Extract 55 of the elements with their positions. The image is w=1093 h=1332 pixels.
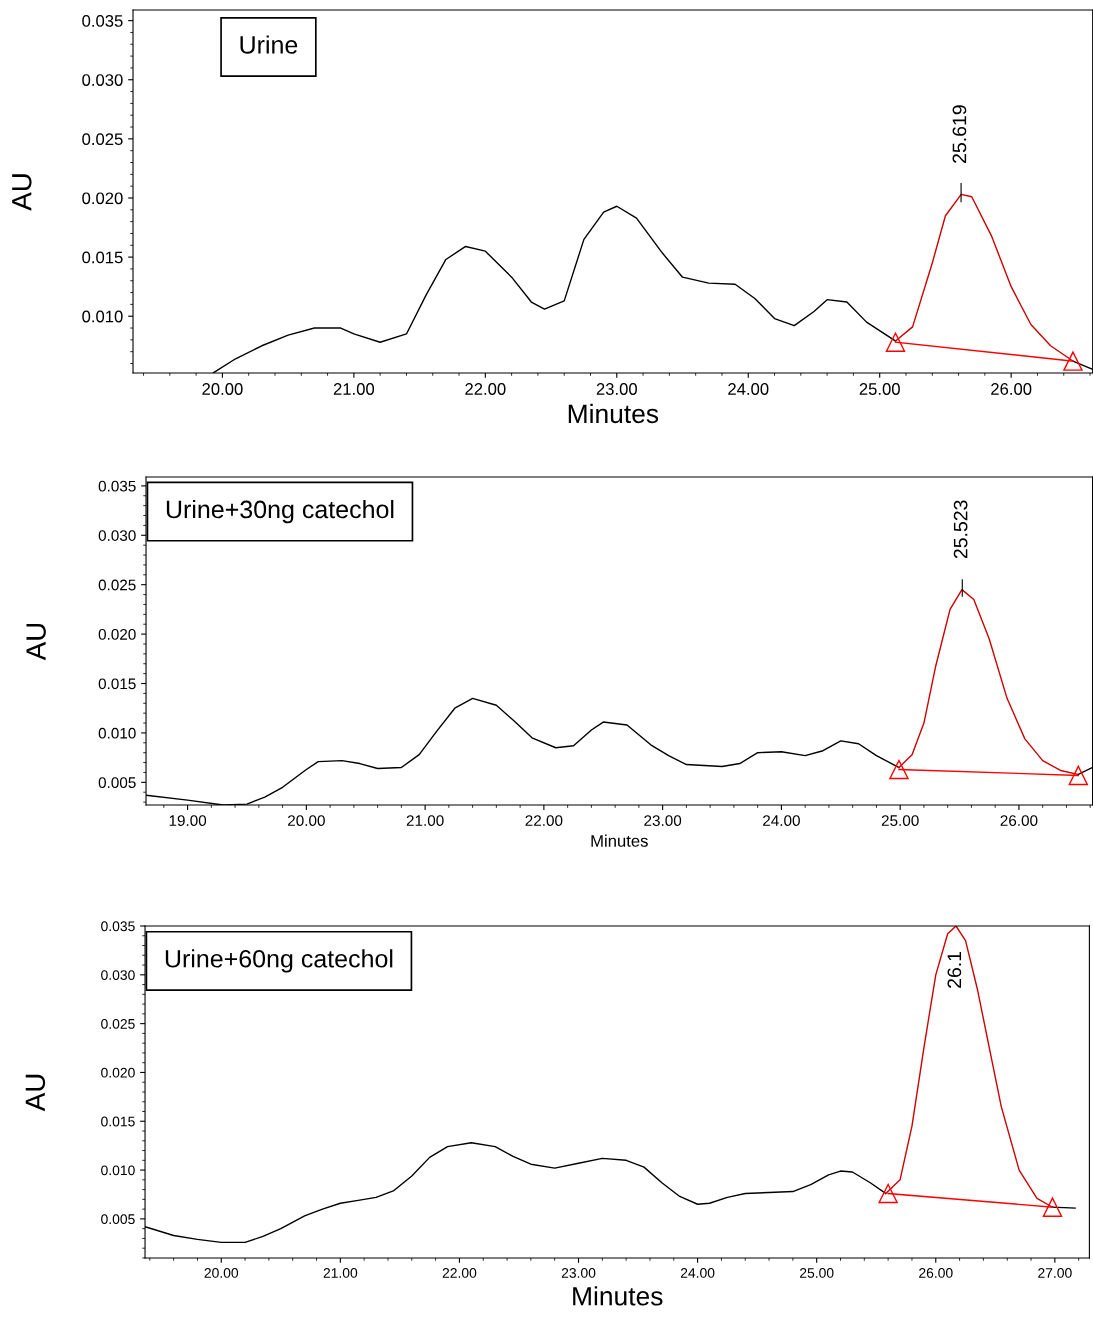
x-tick-label: 25.00	[859, 383, 900, 395]
x-tick-label: 24.00	[763, 815, 800, 827]
y-tick-label: 0.005	[98, 777, 136, 789]
x-axis-title: Minutes	[573, 1286, 663, 1306]
x-tick-label: 20.00	[288, 815, 325, 827]
y-tick-label: 0.005	[101, 1214, 135, 1225]
x-tick-label: 21.00	[333, 383, 375, 395]
y-axis-title: AU	[26, 623, 46, 661]
x-tick-label: 22.00	[442, 1268, 477, 1278]
y-tick-label: 0.015	[98, 678, 136, 690]
x-tick-label: 19.00	[169, 815, 207, 827]
y-tick-label: 0.030	[82, 74, 123, 86]
y-tick-label: 0.020	[82, 192, 123, 205]
x-tick-label: 22.00	[465, 383, 506, 395]
x-tick-label: 23.00	[596, 383, 637, 395]
annotation: 25.619	[952, 105, 967, 163]
x-tick-label: 25.00	[881, 815, 919, 827]
x-tick-label: 26.00	[991, 383, 1032, 395]
y-tick-label: 0.025	[98, 579, 136, 591]
y-tick-label: 0.025	[101, 1018, 135, 1029]
annotation: 26.1	[947, 951, 962, 988]
y-axis-title: AU	[12, 174, 32, 211]
y-tick-label: 0.035	[98, 480, 136, 492]
x-tick-label: 26.00	[919, 1268, 953, 1278]
x-tick-label: 23.00	[644, 815, 682, 827]
x-tick-label: 26.00	[1000, 815, 1038, 827]
y-tick-label: 0.010	[101, 1165, 135, 1176]
x-tick-label: 27.00	[1038, 1268, 1072, 1278]
x-tick-label: 24.00	[680, 1268, 715, 1278]
annotation: Urine+60ng catechol	[165, 949, 393, 973]
x-tick-label: 21.00	[406, 815, 444, 827]
x-axis-title: Minutes	[591, 834, 648, 847]
x-tick-label: 21.00	[323, 1268, 358, 1278]
y-tick-label: 0.015	[82, 251, 123, 264]
annotation: Urine	[240, 35, 298, 54]
x-tick-label: 22.00	[525, 815, 563, 827]
y-tick-label: 0.025	[82, 133, 123, 146]
y-tick-label: 0.010	[98, 727, 136, 739]
annotation: 25.523	[953, 500, 968, 559]
y-tick-label: 0.020	[98, 628, 136, 640]
y-tick-label: 0.010	[82, 310, 123, 323]
annotation: Urine+30ng catechol	[166, 499, 394, 524]
y-tick-label: 0.015	[101, 1116, 135, 1127]
x-tick-label: 24.00	[728, 383, 769, 395]
x-tick-label: 23.00	[561, 1268, 596, 1278]
y-tick-label: 0.020	[101, 1067, 135, 1078]
x-tick-label: 20.00	[202, 383, 243, 395]
y-tick-label: 0.035	[82, 15, 123, 27]
y-tick-label: 0.035	[101, 921, 135, 932]
y-tick-label: 0.030	[98, 530, 136, 541]
x-tick-label: 25.00	[800, 1268, 834, 1278]
y-axis-title: AU	[25, 1074, 46, 1112]
x-tick-label: 20.00	[204, 1268, 239, 1278]
x-axis-title: Minutes	[568, 403, 659, 424]
y-tick-label: 0.030	[101, 970, 135, 980]
